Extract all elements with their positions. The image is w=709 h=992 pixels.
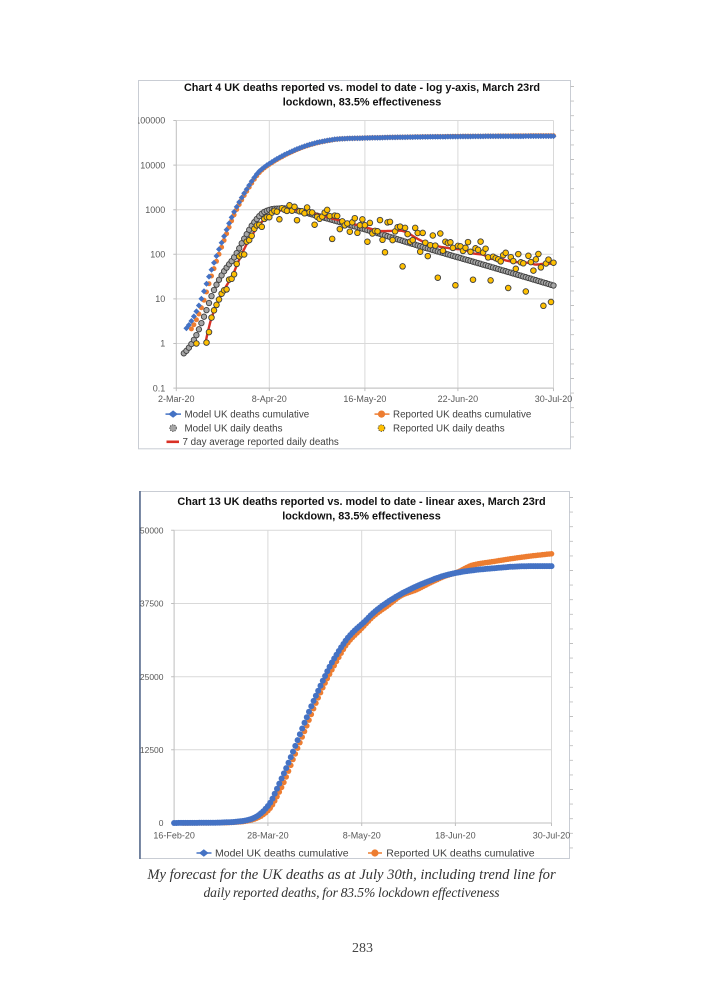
svg-text:Model UK deaths cumulative: Model UK deaths cumulative [215, 847, 349, 859]
svg-text:22-Jun-20: 22-Jun-20 [437, 394, 478, 404]
svg-text:1000: 1000 [145, 204, 165, 214]
svg-text:16-Feb-20: 16-Feb-20 [153, 830, 195, 840]
svg-text:8-May-20: 8-May-20 [342, 830, 380, 840]
svg-text:10000: 10000 [140, 160, 165, 170]
svg-text:Reported UK daily deaths: Reported UK daily deaths [393, 423, 505, 434]
svg-text:37500: 37500 [139, 598, 163, 608]
svg-text:Chart 13 UK deaths reported vs: Chart 13 UK deaths reported vs. model to… [177, 496, 545, 508]
svg-text:30-Jul-20: 30-Jul-20 [532, 830, 570, 840]
svg-text:100000: 100000 [138, 115, 165, 125]
svg-text:1: 1 [160, 338, 165, 348]
svg-text:8-Apr-20: 8-Apr-20 [251, 394, 286, 404]
svg-text:Model UK deaths cumulative: Model UK deaths cumulative [184, 409, 309, 420]
svg-text:0.1: 0.1 [152, 383, 165, 393]
svg-text:100: 100 [150, 249, 165, 259]
svg-text:30-Jul-20: 30-Jul-20 [534, 394, 572, 404]
svg-text:Model UK daily deaths: Model UK daily deaths [184, 423, 282, 434]
svg-text:Chart 4 UK deaths reported vs.: Chart 4 UK deaths reported vs. model to … [183, 81, 539, 93]
svg-text:25000: 25000 [139, 671, 163, 681]
svg-text:28-Mar-20: 28-Mar-20 [247, 830, 289, 840]
svg-text:lockdown, 83.5% effectiveness: lockdown, 83.5% effectiveness [282, 96, 441, 108]
svg-text:16-May-20: 16-May-20 [343, 394, 386, 404]
svg-text:lockdown, 83.5% effectiveness: lockdown, 83.5% effectiveness [282, 510, 441, 522]
svg-text:Reported UK deaths cumulative: Reported UK deaths cumulative [393, 409, 532, 420]
svg-text:2-Mar-20: 2-Mar-20 [158, 394, 195, 404]
svg-text:7 day average reported daily d: 7 day average reported daily deaths [182, 437, 338, 448]
svg-text:10: 10 [155, 294, 165, 304]
svg-text:18-Jun-20: 18-Jun-20 [435, 830, 476, 840]
svg-text:50000: 50000 [139, 525, 163, 535]
svg-text:12500: 12500 [139, 744, 163, 754]
svg-text:Reported UK deaths cumulative: Reported UK deaths cumulative [386, 847, 534, 859]
svg-text:0: 0 [158, 818, 163, 828]
